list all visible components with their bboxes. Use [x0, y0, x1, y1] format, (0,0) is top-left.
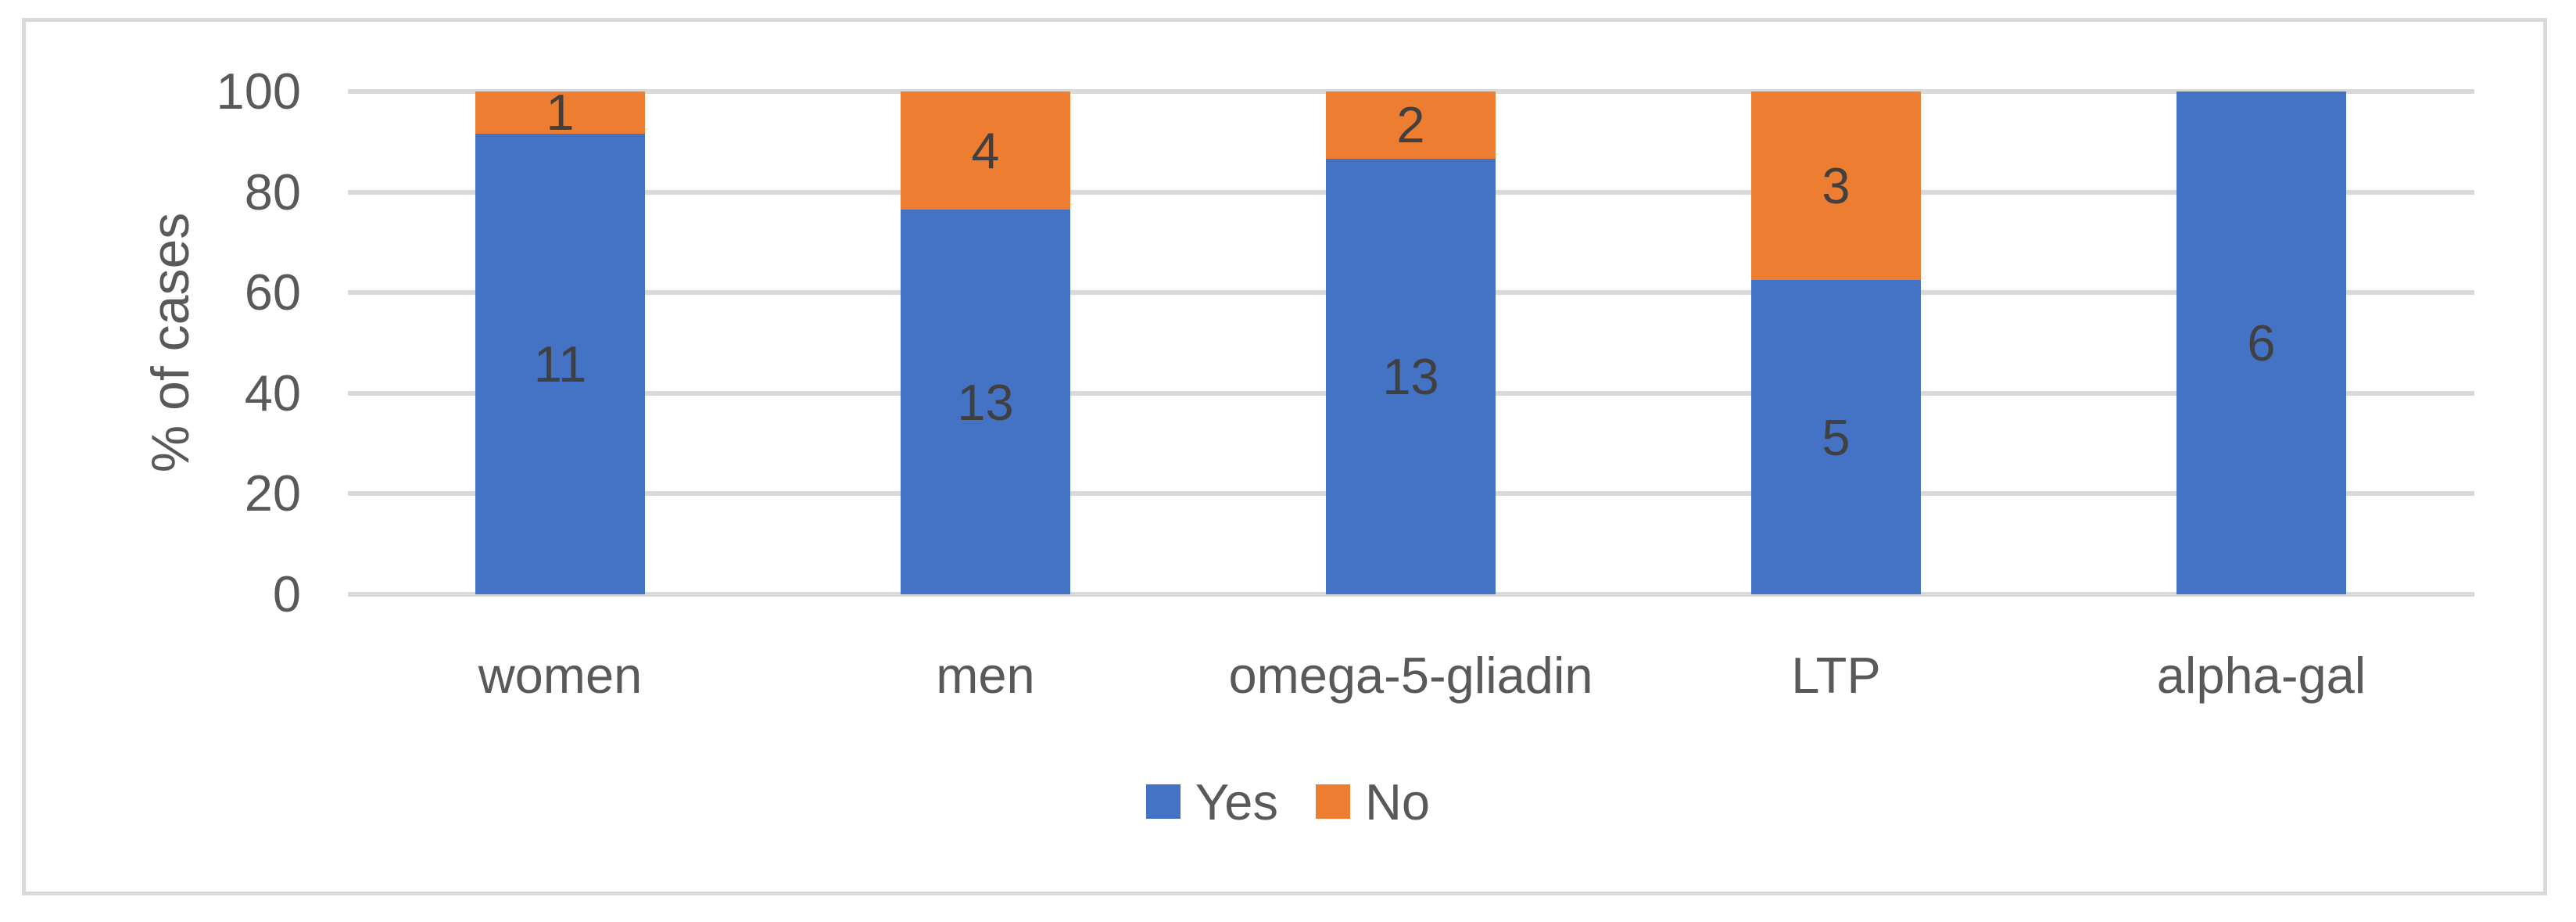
data-label-no-men: 4: [971, 122, 1000, 180]
gridline-0: [347, 592, 2474, 597]
bar-segment-no-women: 1: [475, 87, 645, 138]
y-axis-title: % of cases: [141, 212, 200, 473]
y-tick-label-20: 20: [244, 465, 301, 522]
legend: Yes No: [0, 773, 2576, 831]
data-label-no-LTP: 3: [1822, 157, 1850, 215]
y-tick-label-60: 60: [244, 264, 301, 321]
category-label-women: women: [478, 647, 643, 704]
chart-frame: [22, 18, 2547, 895]
data-label-yes-men: 13: [957, 373, 1014, 431]
data-label-yes-omega-5-gliadin: 13: [1382, 347, 1439, 405]
bar-segment-yes-alpha-gal: 6: [2177, 91, 2346, 594]
y-tick-label-0: 0: [272, 565, 301, 622]
y-tick-label-100: 100: [216, 63, 301, 120]
y-tick-label-80: 80: [244, 163, 301, 221]
legend-label-yes: Yes: [1195, 773, 1278, 831]
bar-segment-yes-women: 11: [475, 133, 645, 594]
bar-segment-yes-omega-5-gliadin: 13: [1326, 158, 1496, 594]
bar-segment-no-omega-5-gliadin: 2: [1326, 91, 1496, 159]
data-label-no-women: 1: [546, 84, 575, 142]
category-label-alpha-gal: alpha-gal: [2156, 647, 2366, 704]
data-label-yes-alpha-gal: 6: [2247, 314, 2276, 371]
bar-segment-no-men: 4: [901, 91, 1070, 210]
data-label-yes-LTP: 5: [1822, 408, 1850, 466]
category-label-LTP: LTP: [1791, 647, 1881, 704]
data-label-yes-women: 11: [533, 335, 587, 393]
data-label-no-omega-5-gliadin: 2: [1396, 96, 1425, 154]
legend-swatch-yes-icon: [1145, 784, 1181, 819]
legend-swatch-no-icon: [1315, 784, 1350, 819]
y-tick-label-40: 40: [244, 364, 301, 422]
legend-item-no: No: [1315, 773, 1431, 831]
bar-segment-no-LTP: 3: [1751, 91, 1921, 281]
legend-item-yes: Yes: [1145, 773, 1278, 831]
category-label-men: men: [936, 647, 1035, 704]
category-label-omega-5-gliadin: omega-5-gliadin: [1228, 647, 1593, 704]
legend-label-no: No: [1364, 773, 1431, 831]
bar-segment-yes-men: 13: [901, 210, 1070, 594]
bar-segment-yes-LTP: 5: [1751, 280, 1921, 594]
